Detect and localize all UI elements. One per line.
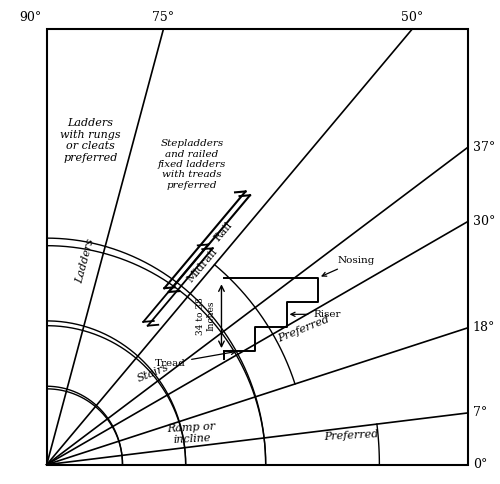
Text: Ramp or
incline: Ramp or incline: [167, 421, 216, 445]
Text: 7°: 7°: [472, 407, 487, 420]
Text: Ladders: Ladders: [74, 238, 96, 285]
Text: 75°: 75°: [152, 11, 174, 24]
Text: Midrail: Midrail: [185, 247, 219, 285]
Text: 30°: 30°: [472, 215, 495, 228]
Text: Preferred: Preferred: [324, 429, 379, 442]
Text: Preferred: Preferred: [276, 314, 330, 344]
Text: 18°: 18°: [472, 321, 495, 334]
Text: 50°: 50°: [401, 11, 423, 24]
Text: Riser: Riser: [291, 310, 341, 319]
Text: 37°: 37°: [472, 141, 495, 154]
Text: Ladders
with rungs
or cleats
preferred: Ladders with rungs or cleats preferred: [60, 118, 120, 163]
Text: 0°: 0°: [472, 458, 487, 471]
Text: 90°: 90°: [20, 11, 42, 24]
Text: Tread: Tread: [155, 350, 236, 367]
Text: Nosing: Nosing: [322, 256, 375, 276]
Text: Stepladders
and railed
fixed ladders
with treads
preferred: Stepladders and railed fixed ladders wit…: [158, 139, 226, 190]
Bar: [46, 29, 468, 465]
Text: 34 to 38
Inches: 34 to 38 Inches: [196, 297, 216, 335]
Text: Rail: Rail: [212, 220, 234, 243]
Text: Stairs: Stairs: [136, 362, 170, 383]
